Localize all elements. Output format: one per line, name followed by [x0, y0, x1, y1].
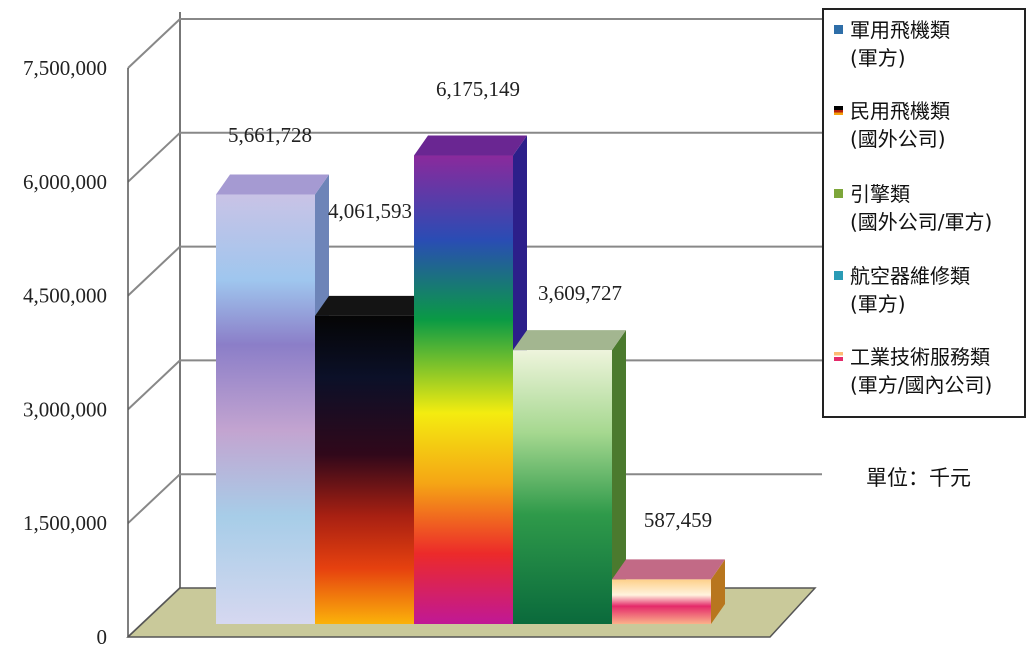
- legend-label-line1: 引擎類: [850, 182, 910, 206]
- legend-label-line2: (軍方): [850, 292, 906, 316]
- legend-item-military-aircraft: 軍用飛機類 (軍方): [834, 16, 950, 72]
- legend-label-line2: (軍方/國內公司): [850, 373, 993, 397]
- legend-swatch: [834, 106, 843, 115]
- bars: [216, 135, 725, 624]
- bar-engine: [414, 135, 527, 624]
- y-tick-label: 4,500,000: [23, 284, 107, 308]
- data-labels: 5,661,728 4,061,593 6,175,149 3,609,727 587,…: [228, 77, 712, 532]
- grid-line-diagonal: [127, 359, 181, 411]
- unit-note: 單位：千元: [866, 466, 971, 490]
- grid-line-diagonal: [127, 473, 181, 524]
- legend-label-line1: 工業技術服務類: [850, 345, 990, 369]
- legend-label-line2: (國外公司): [850, 127, 946, 151]
- y-tick-label: 3,000,000: [23, 397, 107, 421]
- legend-swatch: [834, 25, 843, 34]
- legend-item-maintenance: 航空器維修類 (軍方): [834, 262, 970, 318]
- legend-item-engine: 引擎類 (國外公司/軍方): [834, 180, 992, 236]
- bar-front: [315, 315, 414, 624]
- y-tick-label: 0: [97, 625, 108, 649]
- bar-front: [216, 194, 315, 624]
- data-label-maintenance: 3,609,727: [538, 281, 622, 305]
- legend-swatch: [834, 271, 843, 280]
- legend-swatch: [834, 189, 843, 198]
- y-axis-ticks: 0 1,500,000 3,000,000 4,500,000 6,000,000 7,5…: [23, 56, 107, 649]
- data-label-engine: 6,175,149: [436, 77, 520, 101]
- legend-label: 民用飛機類 (國外公司): [850, 97, 950, 153]
- bar-civil-aircraft: [315, 295, 428, 624]
- y-tick-label: 1,500,000: [23, 511, 107, 535]
- legend-label-line2: (軍方): [850, 46, 906, 70]
- y-tick-label: 6,000,000: [23, 170, 107, 194]
- legend-label: 航空器維修類 (軍方): [850, 262, 970, 318]
- data-label-civil-aircraft: 4,061,593: [328, 199, 412, 223]
- legend-label-line1: 航空器維修類: [850, 264, 970, 288]
- legend-label-line2: (國外公司/軍方): [850, 210, 993, 234]
- legend-label-line1: 軍用飛機類: [850, 18, 950, 42]
- data-label-industrial-services: 587,459: [644, 508, 712, 532]
- legend-label: 引擎類 (國外公司/軍方): [850, 180, 992, 236]
- legend-item-civil-aircraft: 民用飛機類 (國外公司): [834, 97, 950, 153]
- bar-front: [414, 155, 513, 624]
- bar-side: [612, 330, 626, 624]
- legend-swatch: [834, 352, 843, 361]
- bar-top: [414, 135, 527, 156]
- chart-walls: [127, 12, 181, 638]
- bar-top: [315, 295, 428, 316]
- y-tick-label: 7,500,000: [23, 56, 107, 80]
- bar-top: [216, 174, 329, 195]
- bar-side: [711, 559, 725, 624]
- legend-label: 工業技術服務類 (軍方/國內公司): [850, 343, 992, 399]
- bar-military-aircraft: [216, 174, 329, 624]
- legend-label-line1: 民用飛機類: [850, 99, 950, 123]
- grid-line-diagonal: [127, 18, 181, 69]
- legend-label: 軍用飛機類 (軍方): [850, 16, 950, 72]
- legend: 軍用飛機類 (軍方) 民用飛機類 (國外公司) 引擎類 (國外公司/軍方) 航空…: [822, 8, 1026, 418]
- legend-item-industrial-services: 工業技術服務類 (軍方/國內公司): [834, 343, 992, 399]
- bar-top: [612, 559, 725, 580]
- bar-front: [513, 350, 612, 624]
- bar-industrial-services: [612, 559, 725, 624]
- bar-top: [513, 330, 626, 351]
- data-label-military-aircraft: 5,661,728: [228, 123, 312, 147]
- grid-line-diagonal: [127, 132, 181, 183]
- bar-front: [612, 579, 711, 624]
- bar-maintenance: [513, 330, 626, 624]
- grid-line-diagonal: [127, 245, 181, 297]
